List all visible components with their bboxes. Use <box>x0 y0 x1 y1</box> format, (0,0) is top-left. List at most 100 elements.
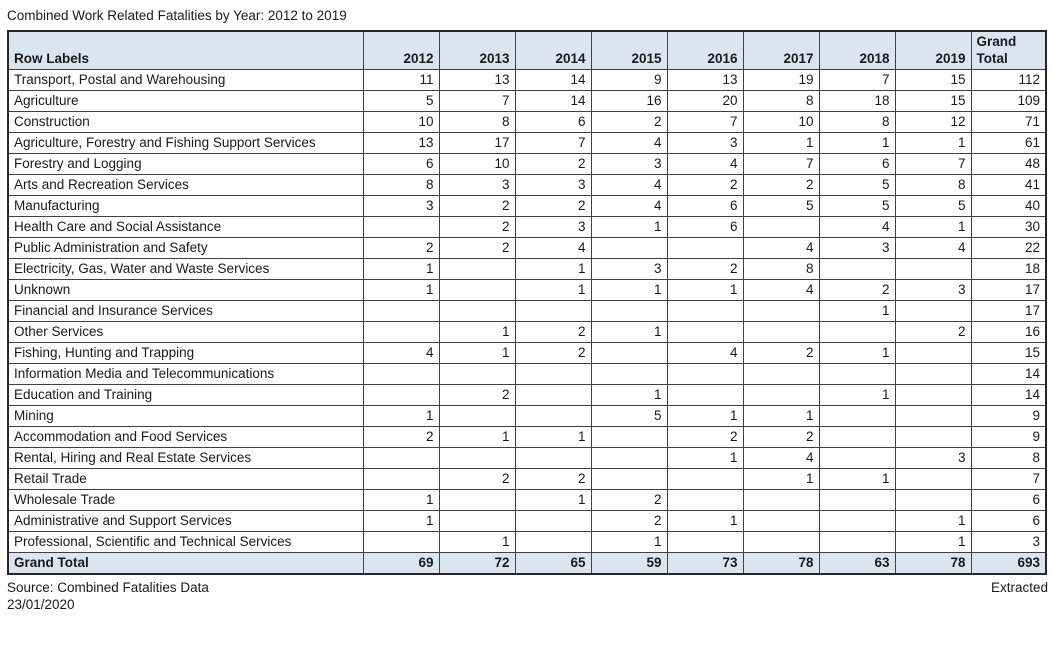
grand-total-label-cell: Grand Total <box>7 552 364 575</box>
value-cell: 6 <box>818 153 896 175</box>
footer-date: 23/01/2020 <box>7 597 75 612</box>
value-cell: 14 <box>514 69 592 91</box>
table-row: Forestry and Logging 6 10 2 3 4 7 6 7 48 <box>7 153 1047 175</box>
value-cell: 8 <box>362 174 440 196</box>
value-cell: 17 <box>438 132 516 154</box>
value-cell <box>894 489 972 511</box>
value-cell <box>894 342 972 364</box>
value-cell: 16 <box>970 321 1047 343</box>
value-cell: 73 <box>666 552 744 575</box>
value-cell: 5 <box>362 90 440 112</box>
value-cell: 1 <box>590 384 668 406</box>
value-cell: 78 <box>894 552 972 575</box>
value-cell: 2 <box>894 321 972 343</box>
value-cell <box>666 300 744 322</box>
value-cell: 7 <box>894 153 972 175</box>
row-label-cell: Retail Trade <box>7 468 364 490</box>
value-cell <box>438 279 516 301</box>
value-cell: 2 <box>514 342 592 364</box>
value-cell <box>742 510 820 532</box>
value-cell <box>362 468 440 490</box>
value-cell: 1 <box>742 405 820 427</box>
value-cell <box>818 447 896 469</box>
value-cell: 8 <box>970 447 1047 469</box>
value-cell <box>742 384 820 406</box>
value-cell: 17 <box>970 279 1047 301</box>
header-cell-year-2017: 2017 <box>742 30 820 70</box>
header-cell-year-2014: 2014 <box>514 30 592 70</box>
table-row: Information Media and Telecommunications… <box>7 363 1047 385</box>
table-row: Administrative and Support Services 1 2 1 1 6 <box>7 510 1047 532</box>
row-label-cell: Unknown <box>7 279 364 301</box>
value-cell <box>438 489 516 511</box>
value-cell: 78 <box>742 552 820 575</box>
value-cell: 1 <box>514 489 592 511</box>
value-cell: 4 <box>742 237 820 259</box>
row-label-cell: Education and Training <box>7 384 364 406</box>
value-cell <box>438 447 516 469</box>
value-cell: 693 <box>970 552 1047 575</box>
value-cell: 2 <box>666 426 744 448</box>
value-cell: 72 <box>438 552 516 575</box>
value-cell: 1 <box>666 510 744 532</box>
value-cell: 12 <box>894 111 972 133</box>
table-row: Rental, Hiring and Real Estate Services 1… <box>7 447 1047 469</box>
value-cell <box>362 531 440 553</box>
value-cell: 1 <box>818 468 896 490</box>
value-cell: 1 <box>362 279 440 301</box>
value-cell <box>742 216 820 238</box>
value-cell: 1 <box>438 342 516 364</box>
value-cell: 1 <box>362 510 440 532</box>
value-cell: 7 <box>438 90 516 112</box>
value-cell <box>590 468 668 490</box>
row-label-cell: Professional, Scientific and Technical S… <box>7 531 364 553</box>
value-cell: 2 <box>742 426 820 448</box>
value-cell <box>590 237 668 259</box>
table-row: Financial and Insurance Services 1 17 <box>7 300 1047 322</box>
value-cell: 8 <box>438 111 516 133</box>
header-cell-year-2012: 2012 <box>362 30 440 70</box>
value-cell: 4 <box>666 153 744 175</box>
value-cell <box>894 384 972 406</box>
row-label-cell: Arts and Recreation Services <box>7 174 364 196</box>
value-cell: 1 <box>818 342 896 364</box>
value-cell: 1 <box>742 132 820 154</box>
value-cell <box>818 531 896 553</box>
value-cell: 6 <box>970 489 1047 511</box>
value-cell: 1 <box>818 132 896 154</box>
header-cell-year-2016: 2016 <box>666 30 744 70</box>
row-label-cell: Wholesale Trade <box>7 489 364 511</box>
value-cell: 41 <box>970 174 1047 196</box>
value-cell: 2 <box>362 426 440 448</box>
table-row: Health Care and Social Assistance 2 3 1 6 4 1 3… <box>7 216 1047 238</box>
value-cell: 22 <box>970 237 1047 259</box>
value-cell: 13 <box>362 132 440 154</box>
value-cell <box>818 510 896 532</box>
value-cell <box>514 531 592 553</box>
value-cell: 48 <box>970 153 1047 175</box>
value-cell: 3 <box>970 531 1047 553</box>
value-cell <box>818 426 896 448</box>
value-cell: 9 <box>970 426 1047 448</box>
value-cell: 71 <box>970 111 1047 133</box>
value-cell: 3 <box>666 132 744 154</box>
value-cell: 1 <box>894 531 972 553</box>
value-cell: 2 <box>666 258 744 280</box>
value-cell: 7 <box>514 132 592 154</box>
value-cell: 2 <box>742 174 820 196</box>
value-cell <box>894 426 972 448</box>
value-cell: 1 <box>438 531 516 553</box>
value-cell: 4 <box>590 174 668 196</box>
row-label-cell: Forestry and Logging <box>7 153 364 175</box>
value-cell: 2 <box>666 174 744 196</box>
value-cell: 2 <box>514 468 592 490</box>
table-row: Public Administration and Safety 2 2 4 4 3 4 22 <box>7 237 1047 259</box>
value-cell: 19 <box>742 69 820 91</box>
value-cell <box>514 510 592 532</box>
value-cell: 1 <box>894 132 972 154</box>
row-label-cell: Accommodation and Food Services <box>7 426 364 448</box>
value-cell <box>742 363 820 385</box>
row-label-cell: Mining <box>7 405 364 427</box>
value-cell <box>666 384 744 406</box>
table-row: Agriculture, Forestry and Fishing Suppor… <box>7 132 1047 154</box>
